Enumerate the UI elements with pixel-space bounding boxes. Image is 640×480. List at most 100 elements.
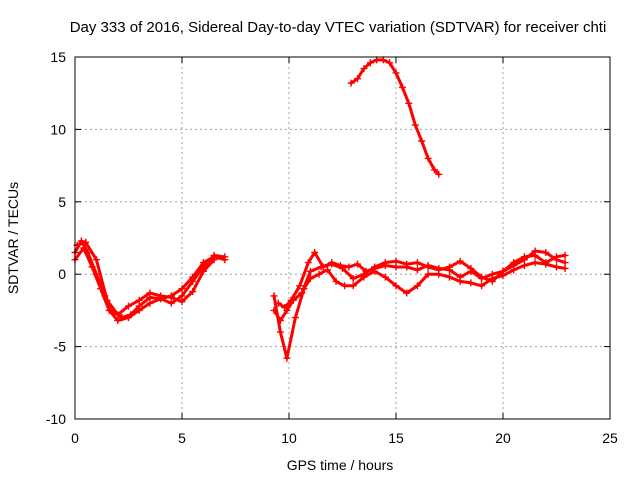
data-point (199, 259, 207, 267)
data-point (315, 270, 323, 278)
data-point (103, 296, 111, 304)
data-point (520, 256, 528, 264)
data-point (510, 262, 518, 269)
data-point (332, 277, 340, 285)
data-point (531, 259, 539, 267)
data-point (362, 267, 370, 275)
data-point (135, 296, 143, 304)
data-point (392, 69, 400, 77)
data-point (80, 244, 88, 252)
plot-frame (74, 56, 611, 420)
data-point (345, 263, 353, 271)
data-point (381, 273, 389, 281)
data-point (287, 296, 295, 304)
data-point (146, 299, 154, 307)
data-point (291, 314, 299, 322)
data-point (467, 267, 475, 275)
data-point (199, 267, 207, 275)
data-point (413, 259, 421, 267)
y-tick-label: 0 (58, 266, 66, 282)
series-line (272, 253, 567, 322)
data-point (488, 270, 496, 278)
data-point (92, 256, 100, 264)
data-point (189, 288, 197, 296)
data-point (189, 273, 197, 281)
data-point (178, 298, 186, 306)
data-point (354, 75, 361, 83)
data-series (71, 56, 569, 362)
data-point (405, 99, 413, 107)
data-point (276, 328, 284, 336)
data-point (403, 289, 411, 297)
y-tick-label: 5 (58, 194, 66, 210)
data-point (411, 121, 419, 129)
data-point (88, 263, 96, 271)
data-point (435, 170, 443, 178)
series-track-e (270, 259, 569, 362)
y-tick-label: -5 (54, 339, 67, 355)
data-point (435, 264, 443, 272)
data-point (499, 267, 507, 275)
series-line (75, 240, 216, 317)
data-point (418, 137, 426, 145)
data-point (274, 299, 282, 307)
data-point (542, 249, 550, 256)
data-point (561, 259, 569, 267)
data-point (373, 56, 381, 64)
grid (75, 57, 610, 419)
data-point (413, 266, 421, 274)
data-point (553, 256, 560, 264)
x-tick-label: 25 (602, 430, 618, 446)
data-point (296, 282, 304, 290)
x-tick-label: 0 (71, 430, 79, 446)
data-point (114, 311, 122, 319)
data-point (324, 266, 331, 274)
data-point (135, 306, 143, 314)
data-point (125, 314, 132, 322)
data-point (336, 262, 344, 269)
data-point (424, 262, 432, 269)
data-point (306, 267, 314, 275)
data-point (561, 251, 569, 259)
data-point (210, 256, 218, 264)
data-point (403, 263, 411, 271)
data-point (446, 273, 453, 281)
data-point (531, 247, 539, 255)
data-point (328, 259, 336, 267)
data-point (283, 354, 291, 362)
data-point (360, 273, 368, 281)
data-point (456, 273, 464, 281)
data-point (311, 249, 319, 256)
series-track-g (347, 56, 443, 178)
data-point (349, 275, 357, 282)
data-point (221, 256, 229, 264)
data-point (281, 304, 289, 311)
y-tick-label: 10 (50, 121, 66, 137)
axis-ticks: 0 5 10 15 20 25 -10 -5 0 5 10 15 (46, 49, 618, 446)
y-axis-label: SDTVAR / TECUs (5, 182, 21, 294)
x-tick-label: 15 (388, 430, 404, 446)
y-tick-label: 15 (50, 49, 66, 65)
data-point (306, 275, 314, 282)
data-point (319, 263, 327, 271)
data-point (379, 56, 387, 64)
data-point (371, 264, 379, 272)
data-point (146, 289, 154, 297)
data-point (392, 263, 400, 271)
data-point (360, 65, 368, 73)
data-point (398, 83, 406, 91)
data-point (304, 259, 312, 267)
y-tick-label: -10 (46, 411, 66, 427)
data-point (446, 266, 453, 274)
data-point (413, 282, 421, 290)
data-point (270, 292, 278, 300)
data-point (105, 306, 113, 314)
x-axis-label: GPS time / hours (287, 457, 394, 473)
data-point (431, 166, 438, 174)
x-tick-label: 20 (495, 430, 511, 446)
data-point (125, 302, 132, 310)
data-point (349, 282, 357, 290)
data-point (386, 59, 394, 67)
